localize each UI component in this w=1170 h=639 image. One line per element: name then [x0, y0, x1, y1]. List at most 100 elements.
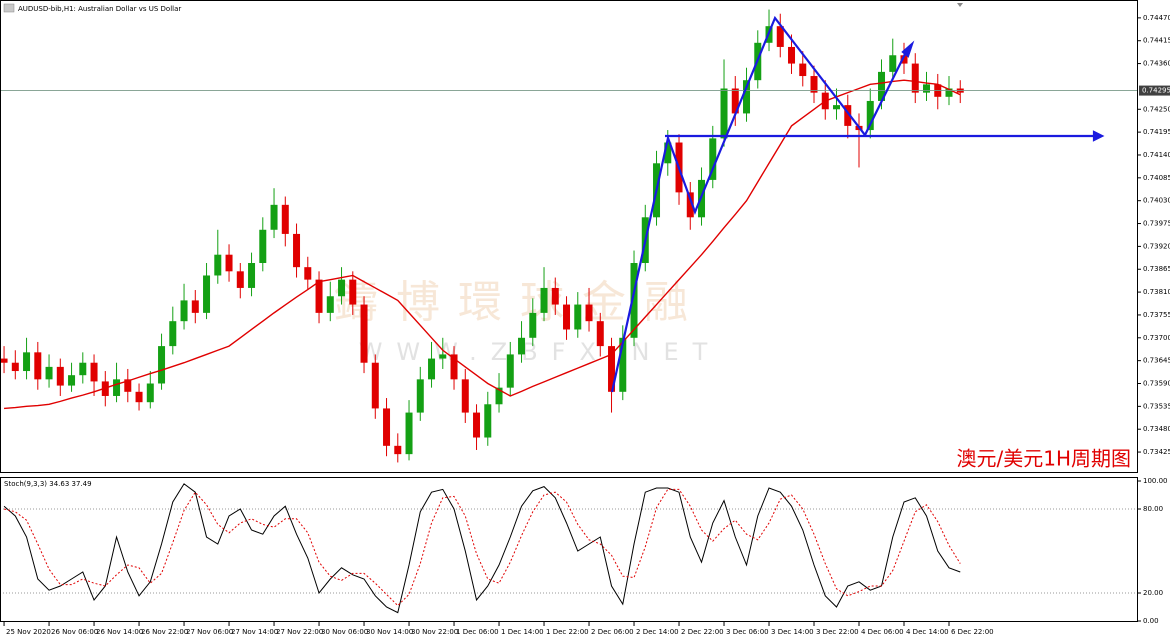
candle-body: [450, 354, 458, 380]
candle-body: [383, 408, 391, 446]
y-tick-label: 0.73755: [1143, 311, 1170, 319]
x-tick-label: 27 Nov 22:00: [276, 628, 323, 636]
x-tick-label: 1 Dec 14:00: [501, 628, 544, 636]
candle-body: [394, 445, 402, 455]
candle-body: [214, 254, 222, 276]
candle-body: [371, 362, 379, 409]
candle-body: [911, 63, 919, 93]
candle-body: [630, 263, 638, 338]
x-tick-label: 2 Dec 22:00: [681, 628, 724, 636]
candle-body: [608, 346, 616, 392]
candle-body: [315, 279, 323, 313]
y-tick-label: 0.00: [1143, 617, 1159, 625]
candle-body: [68, 375, 76, 386]
candle-body: [810, 76, 818, 93]
y-tick-label: 0.73920: [1143, 242, 1170, 250]
candle-body: [113, 379, 121, 396]
annotation: 澳元/美元1H周期图: [956, 447, 1131, 471]
candle-body: [844, 105, 852, 126]
candle-body: [90, 362, 98, 382]
y-tick-label: 0.73535: [1143, 402, 1170, 410]
candle-body: [326, 296, 334, 313]
arrow-head: [1092, 130, 1105, 142]
candle-body: [923, 84, 931, 93]
y-tick-label: 0.74140: [1143, 151, 1170, 159]
x-tick-label: 3 Dec 14:00: [771, 628, 814, 636]
x-tick-label: 3 Dec 06:00: [726, 628, 769, 636]
candle-body: [720, 88, 728, 139]
y-tick-label: 0.74085: [1143, 174, 1170, 182]
candle-body: [585, 304, 593, 322]
candle-body: [11, 362, 19, 372]
x-tick-label: 2 Dec 06:00: [591, 628, 634, 636]
candle-body: [945, 88, 953, 97]
arrow-head: [901, 40, 915, 58]
candle-body: [866, 100, 874, 131]
candle-body: [45, 366, 53, 380]
x-tick-label: 30 Nov 14:00: [366, 628, 413, 636]
candle-body: [248, 263, 256, 288]
current-price-label: 0.74295: [1142, 87, 1170, 95]
y-tick-label: 0.74470: [1143, 14, 1170, 22]
stoch-line: [3, 488, 961, 607]
moving-average: [3, 79, 961, 410]
candle-body: [349, 279, 357, 305]
candle-body: [731, 88, 739, 114]
y-tick-label: 0.73865: [1143, 265, 1170, 273]
candle-body: [788, 46, 796, 64]
x-tick-label: 1 Dec 06:00: [456, 628, 499, 636]
x-tick-label: 26 Nov 22:00: [141, 628, 188, 636]
candle-body: [540, 287, 548, 313]
price-frame: [0, 0, 1138, 473]
candle-body: [484, 404, 492, 438]
candle-body: [506, 354, 514, 388]
chart-icon: [3, 3, 15, 13]
stoch-d: 37.49: [72, 480, 92, 488]
y-tick-label: 0.73700: [1143, 334, 1170, 342]
y-tick-label: 0.74415: [1143, 37, 1170, 45]
stoch-name: Stoch(9,3,3): [4, 480, 47, 488]
candle-body: [124, 379, 132, 392]
candle-body: [281, 204, 289, 234]
candle-body: [799, 63, 807, 77]
stoch-label: Stoch(9,3,3) 34.63 37.49: [4, 480, 92, 488]
shift-marker: [957, 3, 963, 7]
stoch-frame: [0, 477, 1138, 622]
x-tick-label: 26 Nov 06:00: [51, 628, 98, 636]
y-tick-label: 100.00: [1143, 477, 1168, 485]
stoch-line: [3, 483, 961, 614]
x-tick-label: 4 Dec 06:00: [861, 628, 904, 636]
current-price-box: [1139, 85, 1170, 96]
x-tick-label: 26 Nov 14:00: [96, 628, 143, 636]
candle-body: [23, 352, 31, 372]
candle-body: [270, 204, 278, 230]
candle-body: [135, 391, 143, 403]
y-tick-label: 0.73975: [1143, 220, 1170, 228]
candle-body: [619, 337, 627, 392]
y-tick-label: 0.73590: [1143, 380, 1170, 388]
candle-body: [529, 312, 537, 338]
candle-body: [0, 358, 8, 363]
x-tick-label: 30 Nov 22:00: [411, 628, 458, 636]
x-tick-label: 2 Dec 14:00: [636, 628, 679, 636]
x-tick-label: 6 Dec 22:00: [951, 628, 994, 636]
y-tick-label: 20.00: [1143, 589, 1163, 597]
candle-body: [776, 26, 784, 47]
candle-body: [236, 271, 244, 288]
candle-body: [439, 354, 447, 359]
zigzag-line: [610, 15, 909, 393]
candle-body: [461, 379, 469, 413]
y-tick-label: 0.74250: [1143, 105, 1170, 113]
stoch-k: 34.63: [49, 480, 69, 488]
candle-body: [878, 71, 886, 101]
y-tick-label: 0.74360: [1143, 60, 1170, 68]
plot-area: 0.74470 0.74415 0.74360 0.74250 0.74195 0.741…: [0, 9, 1170, 636]
candle-body: [428, 358, 436, 380]
y-tick-label: 0.73480: [1143, 425, 1170, 433]
x-tick-label: 30 Nov 06:00: [321, 628, 368, 636]
candle-body: [180, 300, 188, 322]
candle-body: [900, 55, 908, 64]
candle-body: [405, 412, 413, 455]
